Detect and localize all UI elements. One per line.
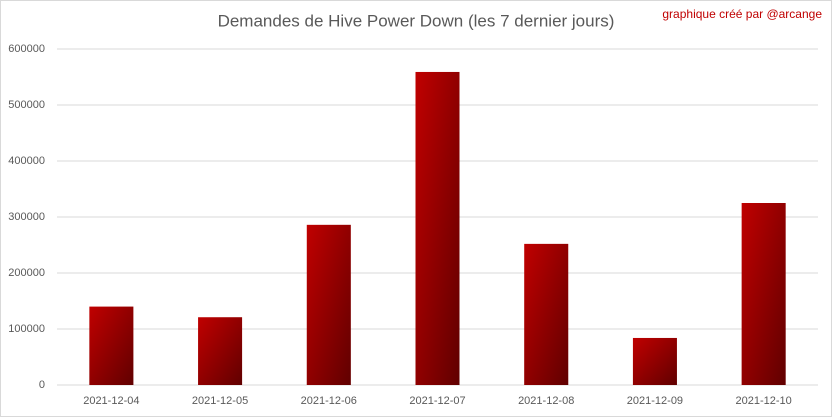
bar-shade — [89, 306, 134, 385]
bar-shade — [306, 224, 351, 385]
y-tick-label: 100000 — [8, 323, 45, 335]
x-tick-label: 2021-12-07 — [409, 395, 465, 407]
x-tick-label: 2021-12-06 — [301, 395, 357, 407]
y-tick-label: 400000 — [8, 155, 45, 167]
x-tick-label: 2021-12-08 — [518, 395, 574, 407]
y-tick-label: 0 — [39, 379, 45, 391]
bar-shade — [741, 203, 786, 385]
bar-shade — [632, 337, 677, 385]
bar-shade — [415, 71, 460, 386]
bar-shade — [198, 317, 243, 385]
x-tick-label: 2021-12-05 — [192, 395, 248, 407]
y-tick-label: 300000 — [8, 211, 45, 223]
annotation: graphique créé par @arcange — [662, 7, 822, 21]
x-tick-label: 2021-12-09 — [627, 395, 683, 407]
x-tick-label: 2021-12-04 — [83, 395, 139, 407]
chart-title: Demandes de Hive Power Down (les 7 derni… — [218, 11, 615, 30]
y-tick-label: 500000 — [8, 99, 45, 111]
bar-shade — [524, 243, 569, 385]
y-tick-label: 200000 — [8, 267, 45, 279]
x-tick-label: 2021-12-10 — [736, 395, 792, 407]
y-tick-label: 600000 — [8, 43, 45, 55]
